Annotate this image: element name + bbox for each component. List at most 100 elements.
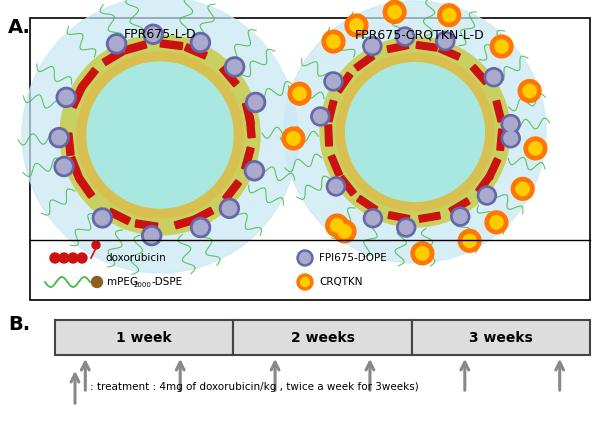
Circle shape <box>501 129 520 148</box>
Polygon shape <box>418 212 440 222</box>
Circle shape <box>293 87 306 100</box>
Polygon shape <box>439 45 461 60</box>
Circle shape <box>345 14 368 37</box>
Circle shape <box>451 207 470 226</box>
Circle shape <box>92 208 112 228</box>
Circle shape <box>57 159 71 174</box>
Circle shape <box>443 8 456 22</box>
Text: B.: B. <box>8 315 30 334</box>
Circle shape <box>478 186 497 205</box>
Polygon shape <box>328 155 342 177</box>
Polygon shape <box>242 147 254 170</box>
Text: -DSPE: -DSPE <box>152 277 183 287</box>
Polygon shape <box>243 102 254 125</box>
Circle shape <box>320 37 510 227</box>
Circle shape <box>284 1 546 263</box>
Circle shape <box>463 234 476 247</box>
Circle shape <box>495 40 508 53</box>
Circle shape <box>193 220 208 235</box>
Text: FPI675-DOPE: FPI675-DOPE <box>319 253 387 263</box>
Polygon shape <box>220 65 239 87</box>
Circle shape <box>398 30 412 44</box>
Circle shape <box>143 24 163 44</box>
Polygon shape <box>135 220 158 230</box>
Circle shape <box>383 0 406 24</box>
Circle shape <box>50 253 60 263</box>
Circle shape <box>516 182 529 195</box>
Polygon shape <box>493 100 504 122</box>
Circle shape <box>336 53 494 211</box>
Circle shape <box>327 35 340 48</box>
Circle shape <box>145 228 159 243</box>
Circle shape <box>246 93 265 113</box>
Circle shape <box>484 68 503 87</box>
Polygon shape <box>108 208 131 224</box>
Polygon shape <box>124 41 147 54</box>
Text: mPEG: mPEG <box>107 277 138 287</box>
Polygon shape <box>357 195 378 213</box>
Polygon shape <box>246 115 255 138</box>
Circle shape <box>436 32 455 50</box>
Polygon shape <box>387 42 409 53</box>
Polygon shape <box>68 157 82 180</box>
Circle shape <box>146 27 160 41</box>
Polygon shape <box>325 100 337 122</box>
Circle shape <box>300 252 310 263</box>
Circle shape <box>529 142 542 155</box>
Polygon shape <box>65 133 74 156</box>
Circle shape <box>228 60 242 74</box>
Circle shape <box>490 216 503 229</box>
Circle shape <box>388 5 401 19</box>
Circle shape <box>333 220 356 243</box>
Polygon shape <box>449 198 470 214</box>
Circle shape <box>52 130 66 145</box>
Polygon shape <box>160 40 183 49</box>
Polygon shape <box>338 175 356 196</box>
Text: : treatment : 4mg of doxorubicin/kg , twice a week for 3weeks): : treatment : 4mg of doxorubicin/kg , tw… <box>90 382 418 392</box>
Circle shape <box>504 117 517 131</box>
Circle shape <box>346 63 484 201</box>
Polygon shape <box>102 48 124 65</box>
Circle shape <box>453 210 467 223</box>
Circle shape <box>68 253 78 263</box>
Circle shape <box>511 178 534 200</box>
Circle shape <box>350 19 363 32</box>
Circle shape <box>287 132 300 145</box>
Circle shape <box>326 177 345 196</box>
Circle shape <box>338 225 351 238</box>
Circle shape <box>326 214 348 237</box>
Circle shape <box>523 85 536 97</box>
Circle shape <box>107 34 126 54</box>
Polygon shape <box>416 42 437 51</box>
Circle shape <box>487 70 501 84</box>
Polygon shape <box>497 129 505 150</box>
Circle shape <box>77 253 87 263</box>
Circle shape <box>311 107 330 126</box>
Circle shape <box>301 278 309 287</box>
Circle shape <box>142 226 162 246</box>
Circle shape <box>480 189 493 202</box>
Circle shape <box>501 114 520 134</box>
Circle shape <box>77 52 243 218</box>
Circle shape <box>248 95 263 109</box>
Circle shape <box>490 35 513 58</box>
Circle shape <box>329 180 343 193</box>
Circle shape <box>109 36 124 51</box>
Circle shape <box>324 72 343 91</box>
Circle shape <box>438 4 461 27</box>
Circle shape <box>504 131 518 145</box>
Text: FPR675-CRQTKN-L-D: FPR675-CRQTKN-L-D <box>355 28 485 41</box>
Circle shape <box>314 109 327 123</box>
Polygon shape <box>336 72 353 93</box>
Circle shape <box>22 0 298 273</box>
FancyBboxPatch shape <box>30 18 590 300</box>
Circle shape <box>366 211 380 225</box>
Polygon shape <box>76 176 95 198</box>
Polygon shape <box>79 68 98 89</box>
Circle shape <box>222 201 237 215</box>
Circle shape <box>322 30 345 53</box>
Text: 3 weeks: 3 weeks <box>469 331 533 344</box>
Circle shape <box>365 39 379 53</box>
Text: A.: A. <box>8 18 31 37</box>
Circle shape <box>396 218 416 237</box>
